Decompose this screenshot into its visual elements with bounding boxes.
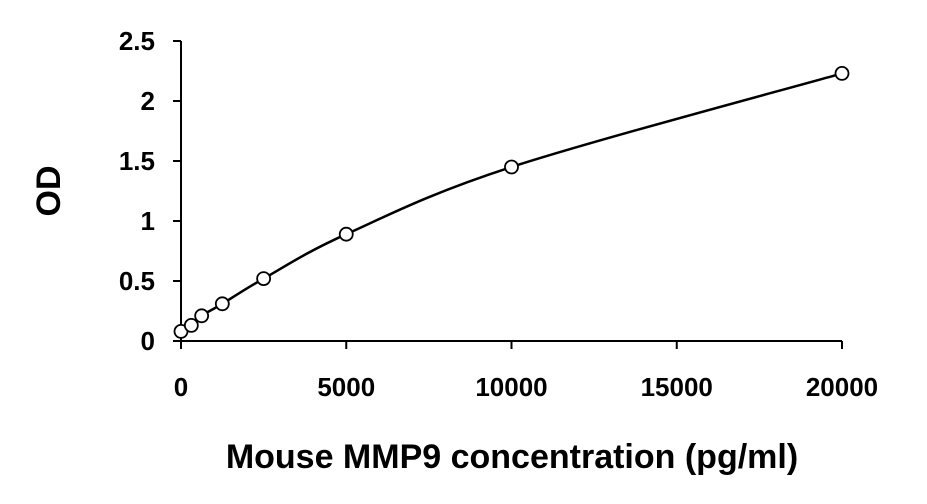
x-axis-title: Mouse MMP9 concentration (pg/ml) xyxy=(226,438,798,476)
data-point xyxy=(256,271,272,287)
x-tick-label: 10000 xyxy=(475,372,547,402)
x-tick-label: 20000 xyxy=(806,372,878,402)
x-ticks: 0 5000 10000 15000 20000 xyxy=(174,341,878,402)
data-point xyxy=(338,226,354,242)
plot-area xyxy=(173,66,850,339)
data-point xyxy=(834,66,850,81)
y-axis-title: OD xyxy=(30,166,68,217)
x-tick-label: 0 xyxy=(174,372,188,402)
data-point xyxy=(183,317,199,333)
y-tick-label: 0.5 xyxy=(119,266,155,296)
data-point xyxy=(214,296,230,312)
x-tick-label: 15000 xyxy=(641,372,713,402)
x-tick-label: 5000 xyxy=(317,372,375,402)
y-tick-label: 2.5 xyxy=(119,26,155,56)
y-tick-label: 2 xyxy=(141,86,155,116)
y-tick-label: 0 xyxy=(141,326,155,356)
data-point xyxy=(194,308,210,324)
y-tick-label: 1 xyxy=(141,206,155,236)
axes: 0 0.5 1 1.5 2 2.5 0 5000 10000 15000 20000 xyxy=(119,26,878,402)
trend-curve xyxy=(180,72,843,333)
y-ticks: 0 0.5 1 1.5 2 2.5 xyxy=(119,26,181,356)
y-tick-label: 1.5 xyxy=(119,146,155,176)
data-point xyxy=(504,159,519,175)
